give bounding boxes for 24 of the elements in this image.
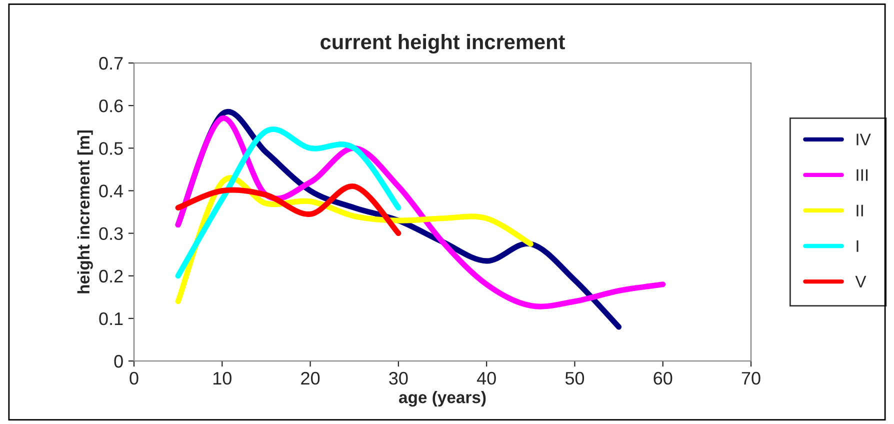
y-tick-label: 0.3 bbox=[99, 227, 123, 240]
chart-title: current height increment bbox=[320, 34, 565, 54]
legend-label: V bbox=[855, 276, 866, 288]
x-tick-label: 40 bbox=[476, 372, 496, 385]
x-tick-label: 10 bbox=[213, 372, 232, 385]
y-tick-label: 0.7 bbox=[99, 56, 123, 70]
x-tick-label: 60 bbox=[654, 372, 672, 385]
y-tick-label: 0.5 bbox=[99, 142, 123, 155]
x-axis-title: age (years) bbox=[398, 391, 486, 407]
y-tick-label: 0.4 bbox=[99, 184, 124, 198]
y-tick-label: 0.6 bbox=[99, 100, 123, 112]
x-tick-label: 0 bbox=[130, 372, 138, 385]
x-tick-label: 30 bbox=[389, 372, 408, 385]
legend-label: IV bbox=[856, 134, 871, 146]
y-tick-label: 0 bbox=[114, 354, 123, 368]
y-tick-label: 0.1 bbox=[99, 312, 123, 326]
legend-label: II bbox=[856, 204, 863, 216]
y-axis-title: height increment [m] bbox=[77, 130, 93, 294]
legend-label: I bbox=[856, 240, 858, 252]
x-tick-label: 70 bbox=[742, 372, 760, 385]
x-tick-label: 20 bbox=[301, 372, 320, 385]
y-tick-label: 0.2 bbox=[99, 270, 123, 283]
x-tick-label: 50 bbox=[565, 372, 584, 385]
legend-label: III bbox=[856, 169, 868, 181]
